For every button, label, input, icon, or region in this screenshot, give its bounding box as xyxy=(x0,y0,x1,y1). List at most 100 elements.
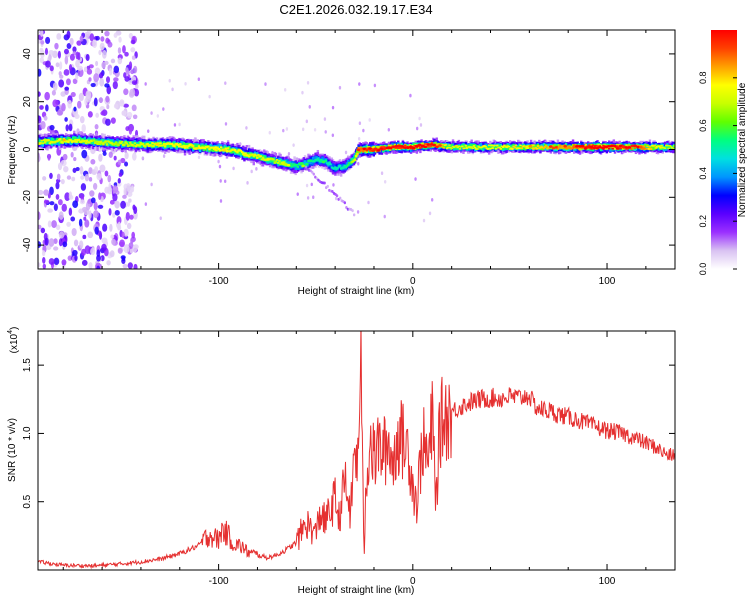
spectrogram-noise-cell xyxy=(80,175,85,180)
spectrogram-noise-cell xyxy=(48,50,55,55)
spectrogram-noise-cell xyxy=(45,60,51,68)
spectrogram-noise-cell xyxy=(380,171,384,176)
spectrogram-noise-cell xyxy=(47,153,51,161)
spectrogram-noise-cell xyxy=(352,213,356,217)
spectrogram-noise-cell xyxy=(78,208,83,214)
spectrogram-hotspot xyxy=(636,145,640,149)
spectrogram-noise-cell xyxy=(81,149,88,159)
snr-x-label: Height of straight line (km) xyxy=(298,585,415,596)
spectrogram-ridge-cell xyxy=(141,142,145,145)
spectrogram-noise-cell xyxy=(100,255,105,262)
spectrogram-noise-cell xyxy=(287,152,291,156)
spectrogram-noise-cell xyxy=(304,165,308,169)
spectrogram-ridge-cell xyxy=(394,147,398,149)
spectrogram-noise-cell xyxy=(63,69,70,76)
spectrogram-ridge-cell xyxy=(501,145,505,149)
spectrogram-ridge-cell xyxy=(673,145,675,147)
spectrogram-noise-cell xyxy=(69,37,74,46)
spectrogram-noise-cell xyxy=(90,82,96,88)
spectrogram-ridge-cell xyxy=(448,144,451,146)
spectrogram-noise-cell xyxy=(43,115,48,121)
spectrogram-noise-cell xyxy=(102,49,107,59)
spectrogram-noise-cell xyxy=(131,55,136,60)
spectrogram-ridge-cell xyxy=(463,147,466,149)
spectrogram-ridge-cell xyxy=(599,146,603,152)
spectrogram-noise-cell xyxy=(62,241,68,248)
spectrogram-heatmap xyxy=(38,30,675,269)
spectrogram-noise-cell xyxy=(39,57,45,64)
spectrogram-noise-cell xyxy=(61,203,67,212)
spectrogram-ridge-cell xyxy=(397,146,400,149)
spectrogram-hotspot xyxy=(394,144,399,148)
spectrogram-hotspot xyxy=(409,145,413,148)
spectrogram-noise-cell xyxy=(92,182,98,190)
spectrogram-noise-cell xyxy=(219,199,223,203)
spectrogram-ridge-cell xyxy=(343,164,346,167)
spectrogram-noise-cell xyxy=(133,65,138,74)
spectrogram-ridge-cell xyxy=(490,144,493,147)
spectrogram-noise-cell xyxy=(38,91,41,97)
spectrogram-noise-cell xyxy=(245,126,248,130)
spectrogram-hotspot xyxy=(429,143,434,146)
spectrogram-noise-cell xyxy=(84,245,91,255)
spectrogram-noise-cell xyxy=(95,35,100,41)
spectrogram-noise-cell xyxy=(87,199,92,204)
spectrogram-ridge-cell xyxy=(562,147,565,149)
spectrogram-ridge-cell xyxy=(161,144,165,147)
spectrogram-ridge-cell xyxy=(261,156,265,159)
spectrogram-hotspot xyxy=(368,147,372,150)
spectrogram-hotspot xyxy=(642,147,646,150)
spectrogram-ridge-cell xyxy=(125,142,128,145)
snr-y-ticks: 0.5 1.0 1.5 xyxy=(22,358,675,509)
spectrogram-hotspot xyxy=(406,146,410,150)
spectrogram-noise-cell xyxy=(88,262,93,269)
spectrogram-noise-cell xyxy=(305,119,309,124)
spectrogram-ridge-cell xyxy=(144,145,147,148)
spectrogram-noise-cell xyxy=(68,191,73,199)
spectrogram-noise-cell xyxy=(108,151,113,158)
spectrogram-ridge-cell xyxy=(218,149,222,152)
spectrogram-noise-cell xyxy=(48,238,55,247)
spectrogram-ridge-cell xyxy=(519,144,522,146)
spectrogram-noise-cell xyxy=(219,179,222,183)
spectrogram-noise-cell xyxy=(92,39,98,48)
spectrogram-ridge-cell xyxy=(646,145,649,148)
spectrogram-noise-cell xyxy=(123,228,129,237)
spectrogram-noise-cell xyxy=(418,116,421,121)
spectrogram-ridge-cell xyxy=(217,147,221,151)
spectrogram-hotspot xyxy=(607,144,611,148)
spectrogram-noise-cell xyxy=(55,193,60,200)
spectrogram-noise-cell xyxy=(58,199,63,206)
spectrogram-ridge-cell xyxy=(196,147,200,150)
spectrogram-noise-cell xyxy=(301,127,305,132)
spectrogram-ridge-cell xyxy=(486,147,490,150)
spectrogram-ridge-cell xyxy=(469,143,472,147)
spectrogram-hotspot xyxy=(374,147,378,151)
spectrogram-noise-cell xyxy=(178,122,181,127)
spectrogram-ridge-cell xyxy=(177,145,181,148)
spectrogram-noise-cell xyxy=(310,182,313,187)
spectrogram-ridge-cell xyxy=(109,142,112,146)
spectrogram-noise-cell xyxy=(326,184,329,188)
spectrogram-ridge-cell xyxy=(151,141,154,145)
spectrogram-ridge-cell xyxy=(77,138,81,141)
spectrogram-ridge-cell xyxy=(256,156,259,159)
spectrogram-hotspot xyxy=(388,146,393,150)
spectrogram-ridge-cell xyxy=(556,147,560,150)
spectrogram-ridge-cell xyxy=(653,144,656,147)
spectrogram-noise-cell xyxy=(64,192,71,201)
spectrogram-noise-cell xyxy=(108,182,112,192)
spectrogram-noise-cell xyxy=(116,181,122,187)
spectrogram-noise-cell xyxy=(87,111,93,118)
spectrogram-hotspot xyxy=(411,146,416,150)
spectrogram-ridge-cell xyxy=(254,154,258,157)
spectrogram-ridge-cell xyxy=(133,142,137,145)
spectrogram-noise-cell xyxy=(159,216,162,221)
spectrogram-noise-cell xyxy=(56,110,63,116)
spectrogram-ridge-cell xyxy=(630,148,633,150)
spectrogram-ridge-cell xyxy=(507,145,511,148)
spectrogram-ridge-cell xyxy=(540,145,543,148)
spectrogram-ridge-cell xyxy=(570,145,574,148)
spectrogram-noise-cell xyxy=(98,97,104,103)
spectrogram-noise-cell xyxy=(162,107,165,111)
